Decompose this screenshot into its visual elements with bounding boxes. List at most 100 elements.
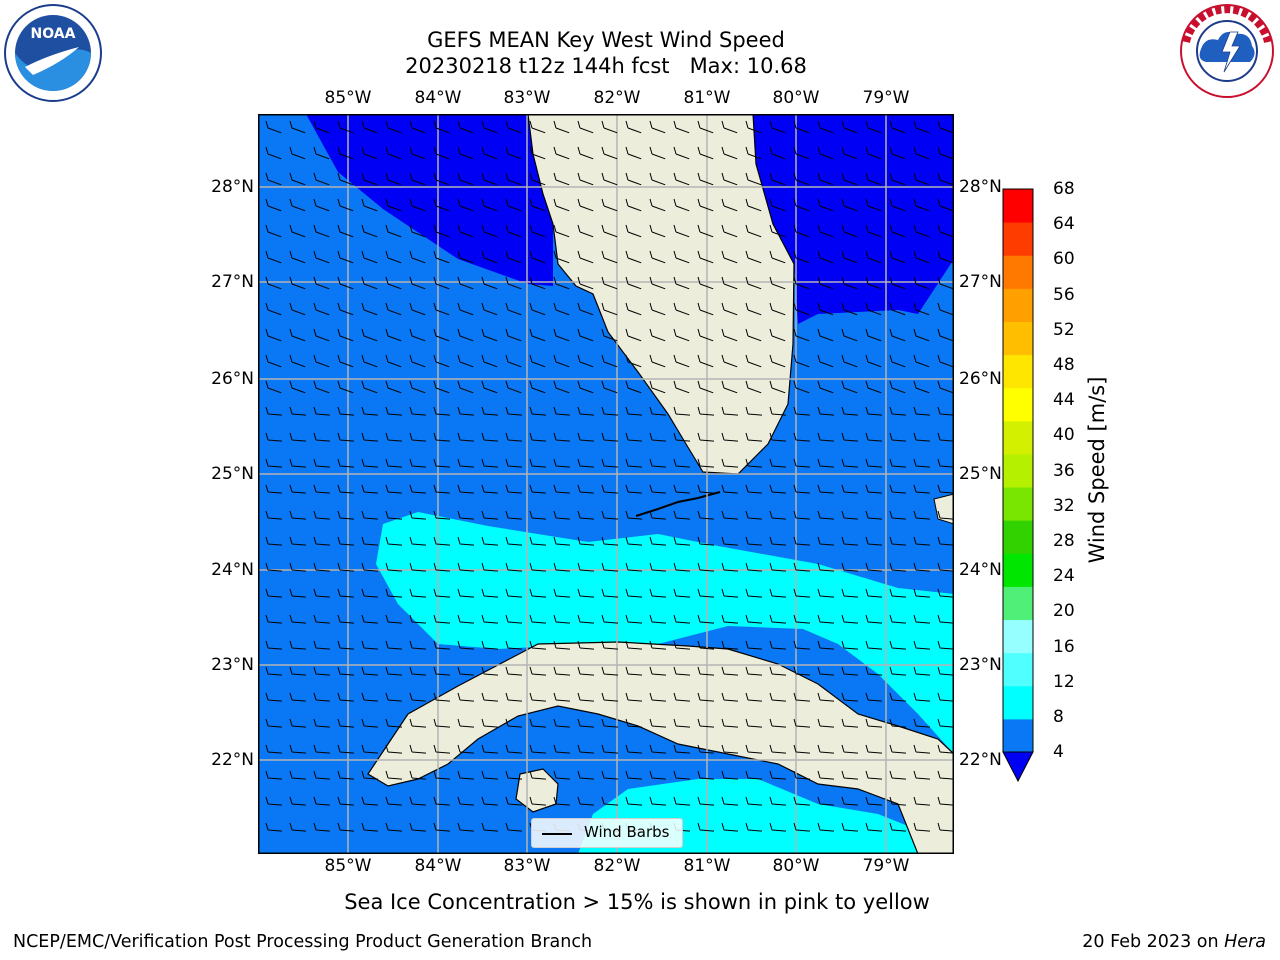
wind-barb xyxy=(313,718,331,728)
lon-tick-top: 81°W xyxy=(683,88,731,108)
wind-barb xyxy=(361,510,379,520)
wind-barb xyxy=(913,276,930,290)
wind-barb xyxy=(409,250,426,264)
colorbar-segment xyxy=(1003,586,1033,621)
wind-barb xyxy=(313,354,330,368)
wind-barb xyxy=(481,432,499,442)
wind-barb xyxy=(673,744,691,754)
gridlines xyxy=(258,114,954,854)
wind-barb xyxy=(505,198,522,212)
wind-barb xyxy=(889,744,907,754)
wind-barb xyxy=(793,562,811,572)
wind-barb xyxy=(745,328,762,342)
wind-barb xyxy=(409,484,427,494)
wind-barb xyxy=(793,224,810,238)
wind-barb xyxy=(697,250,714,264)
wind-barb xyxy=(889,822,907,832)
wind-barb xyxy=(385,224,402,238)
wind-barb xyxy=(433,276,450,290)
wind-barb xyxy=(913,484,931,494)
legend-line xyxy=(542,833,572,835)
wind-barb xyxy=(625,744,643,754)
wind-barb xyxy=(577,640,595,650)
wind-barb xyxy=(385,562,403,572)
wind-barb xyxy=(865,172,882,186)
wind-barb xyxy=(457,198,474,212)
wind-barb xyxy=(889,406,907,416)
map-border xyxy=(258,114,954,854)
map-svg xyxy=(258,114,954,854)
wind-barb xyxy=(697,458,715,468)
wind-barb xyxy=(337,614,355,624)
wind-barb xyxy=(265,458,283,468)
wind-barb xyxy=(793,770,811,780)
wind-barb xyxy=(505,354,522,368)
wind-barb xyxy=(433,744,451,754)
wind-barbs xyxy=(265,120,954,832)
wind-barb xyxy=(817,120,834,134)
wind-barb xyxy=(337,718,355,728)
wind-barb xyxy=(937,458,954,468)
wind-barb xyxy=(625,692,643,702)
wind-barb xyxy=(649,796,667,806)
wind-barb xyxy=(433,224,450,238)
wind-barb xyxy=(529,692,547,702)
wind-barb xyxy=(337,328,354,342)
wind-barb xyxy=(913,822,931,832)
wind-barb xyxy=(529,432,547,442)
colorbar-segment xyxy=(1003,420,1033,455)
wind-barb xyxy=(529,588,547,598)
wind-barb xyxy=(649,484,667,494)
wind-barb xyxy=(793,640,811,650)
wind-barb xyxy=(865,588,883,598)
colorbar-tick: 56 xyxy=(1053,285,1075,305)
wind-barb xyxy=(265,614,283,624)
wind-barb xyxy=(385,770,403,780)
wind-barb xyxy=(769,328,786,342)
wind-barb xyxy=(841,666,859,676)
wind-barb xyxy=(721,406,739,416)
colorbar-border xyxy=(1002,188,1034,753)
wind-barb xyxy=(433,822,451,832)
wind-barb xyxy=(505,562,523,572)
wind-barb xyxy=(529,198,546,212)
wind-barb xyxy=(457,406,475,416)
wind-barb xyxy=(865,458,883,468)
wind-barb xyxy=(673,328,690,342)
wind-barb xyxy=(913,172,930,186)
wind-barb xyxy=(817,562,835,572)
wind-barb xyxy=(481,250,498,264)
wind-barb xyxy=(553,510,571,520)
wind-barb xyxy=(769,744,787,754)
wind-barb xyxy=(457,666,475,676)
wind-barb xyxy=(841,536,859,546)
wind-barb xyxy=(433,640,451,650)
wind-barb xyxy=(721,744,739,754)
lat-tick-left: 24°N xyxy=(211,560,254,580)
wind-barb xyxy=(457,120,474,134)
wind-barb xyxy=(913,432,931,442)
lon-tick-bottom: 82°W xyxy=(593,856,641,876)
wind-barb xyxy=(721,536,739,546)
wind-barb xyxy=(817,250,834,264)
wind-barb xyxy=(793,666,811,676)
wind-barb xyxy=(457,614,475,624)
wind-barb xyxy=(745,640,763,650)
wind-barb xyxy=(361,328,378,342)
wind-barb xyxy=(649,536,667,546)
wind-barb xyxy=(481,536,499,546)
wind-barb xyxy=(553,588,571,598)
wind-barb xyxy=(577,328,594,342)
wind-barb xyxy=(337,484,355,494)
wind-barb xyxy=(505,432,523,442)
wind-barb xyxy=(721,614,739,624)
wind-barb xyxy=(385,250,402,264)
wind-barb xyxy=(721,172,738,186)
wind-barb xyxy=(529,406,547,416)
wind-speed-map xyxy=(258,114,954,854)
wind-barb xyxy=(385,822,403,832)
wind-barb xyxy=(457,744,475,754)
wind-barb xyxy=(409,692,427,702)
wind-barb xyxy=(793,198,810,212)
wind-barb xyxy=(481,666,499,676)
